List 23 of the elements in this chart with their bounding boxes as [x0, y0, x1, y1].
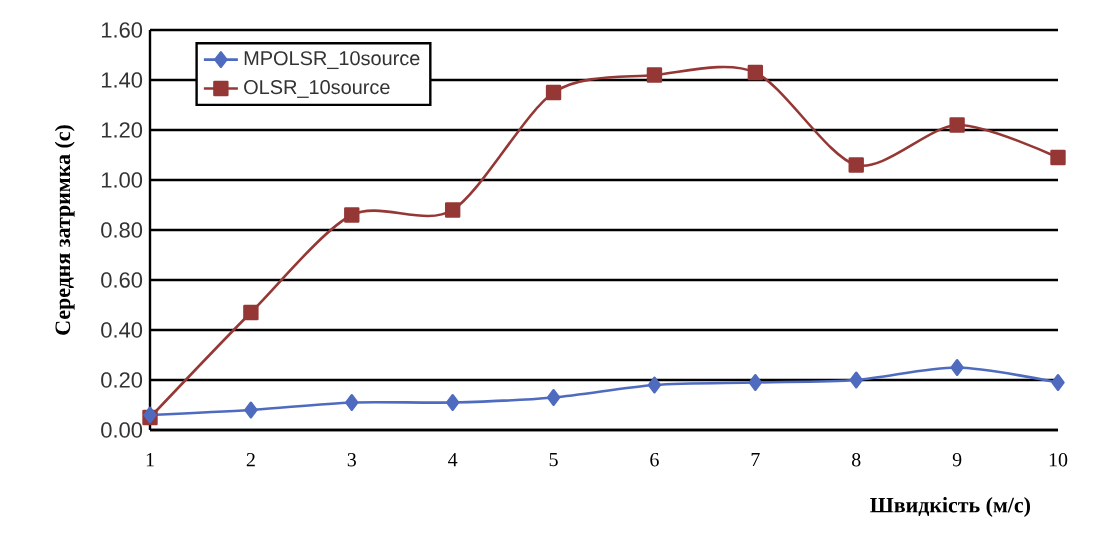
- y-tick-label: 0.00: [101, 422, 143, 438]
- x-tick-label: 7: [751, 453, 760, 467]
- y-tick-label: 0.20: [101, 372, 143, 388]
- x-tick-label: 9: [952, 453, 962, 467]
- x-tick-label: 3: [347, 453, 356, 467]
- y-tick-label: 1.00: [101, 172, 143, 188]
- y-tick-label: 1.40: [101, 72, 143, 88]
- x-tick-label: 6: [650, 453, 659, 467]
- x-tick-label: 4: [448, 453, 458, 467]
- y-tick-label: 1.20: [101, 122, 143, 138]
- y-tick-label: 0.60: [101, 272, 143, 288]
- x-tick-label: 8: [852, 453, 861, 467]
- x-tick-label: 1: [146, 453, 154, 467]
- x-tick-label: 10: [1049, 453, 1068, 467]
- y-tick-label: 1.60: [101, 22, 143, 38]
- y-axis-title: Середня затримка (с): [54, 125, 75, 335]
- y-tick-label: 0.40: [101, 322, 143, 338]
- x-tick-label: 2: [246, 453, 255, 467]
- y-tick-label: 0.80: [101, 222, 143, 238]
- x-tick-label: 5: [549, 453, 558, 467]
- legend-label: MPOLSR_10source: [244, 51, 420, 70]
- x-axis-title: Швидкість (м/с): [870, 497, 1030, 517]
- legend-label: OLSR_10source: [244, 80, 390, 98]
